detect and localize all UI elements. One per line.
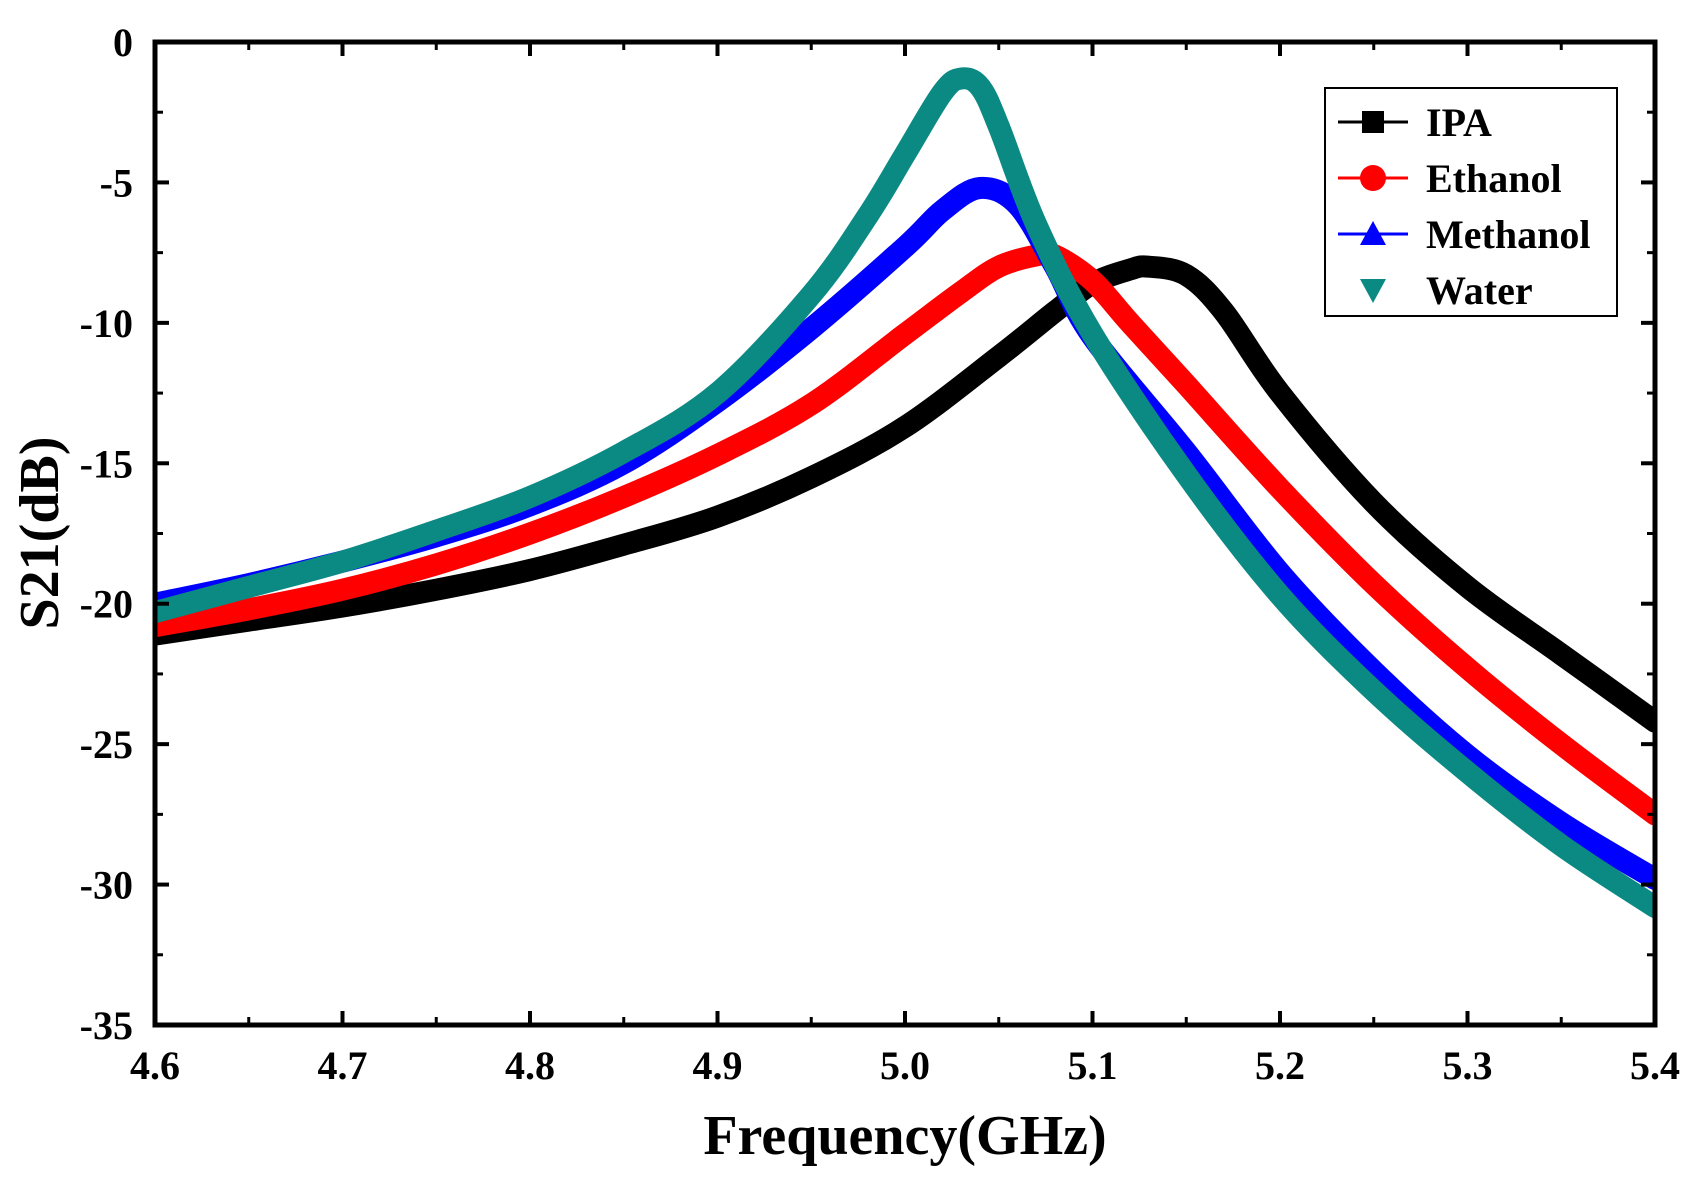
legend-marker-ethanol — [1360, 165, 1386, 191]
y-tick-label: -15 — [80, 441, 133, 486]
legend-label-water: Water — [1426, 268, 1533, 313]
x-tick-label: 5.4 — [1630, 1043, 1680, 1088]
legend-marker-water — [1360, 279, 1386, 303]
series-layer — [155, 67, 1655, 918]
x-tick-label: 5.0 — [880, 1043, 930, 1088]
legend-marker-methanol — [1360, 221, 1386, 245]
legend-label-methanol: Methanol — [1426, 212, 1590, 257]
plot-frame — [152, 39, 1658, 1028]
series-line-water — [155, 67, 1655, 918]
series-line-ipa — [155, 255, 1655, 733]
series-line-ethanol — [155, 242, 1655, 826]
y-tick-label: -10 — [80, 301, 133, 346]
y-tick-label: -25 — [80, 722, 133, 767]
y-tick-label: -35 — [80, 1003, 133, 1048]
legend-marker-ipa — [1362, 111, 1384, 133]
x-tick-label: 4.9 — [693, 1043, 743, 1088]
legend-label-ipa: IPA — [1426, 100, 1492, 145]
y-axis-title: S21(dB) — [9, 437, 71, 630]
tick-labels-layer: 4.6 4.7 4.8 4.9 5.0 5.1 5.2 5.3 5.4 0 -5 -10 -15 -20 -… — [80, 20, 1680, 1088]
x-tick-label: 4.6 — [130, 1043, 180, 1088]
x-tick-label: 5.1 — [1068, 1043, 1118, 1088]
y-tick-label: -5 — [100, 160, 133, 205]
x-axis-title: Frequency(GHz) — [703, 1105, 1106, 1167]
x-tick-label: 4.7 — [318, 1043, 368, 1088]
y-tick-label: -20 — [80, 582, 133, 627]
x-tick-label: 4.8 — [505, 1043, 555, 1088]
legend-label-ethanol: Ethanol — [1426, 156, 1562, 201]
x-tick-label: 5.3 — [1443, 1043, 1493, 1088]
x-tick-label: 5.2 — [1255, 1043, 1305, 1088]
legend: IPA Ethanol Methanol Water — [1324, 87, 1618, 317]
y-tick-label: -30 — [80, 863, 133, 908]
y-tick-label: 0 — [113, 20, 133, 65]
